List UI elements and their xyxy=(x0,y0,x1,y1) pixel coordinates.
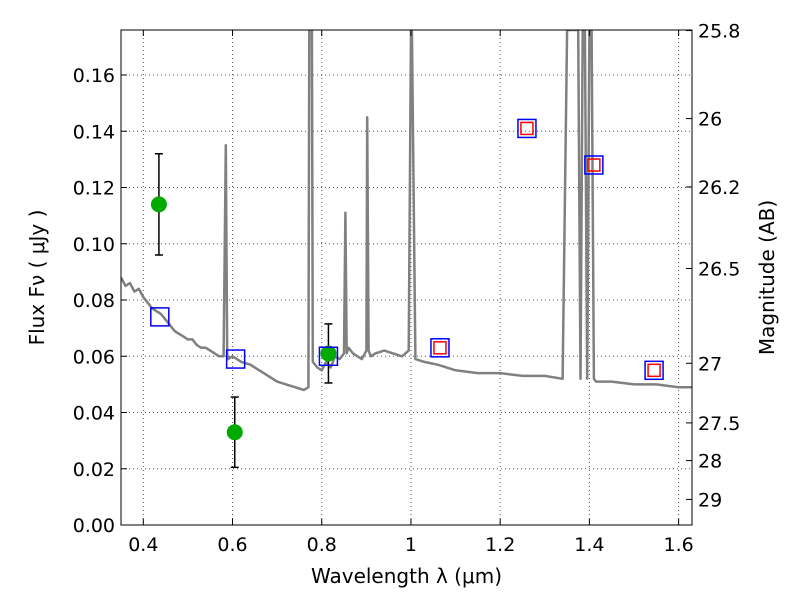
model-flux-square-blue xyxy=(430,338,450,358)
model-flux-square-blue xyxy=(584,155,604,175)
x-tick-label: 1 xyxy=(405,534,417,556)
model-flux-square-red xyxy=(433,341,447,355)
right-tick-label: 27.5 xyxy=(698,413,740,435)
right-tick-label: 26.5 xyxy=(698,259,740,281)
y-axis-label-right: Magnitude (AB) xyxy=(755,200,779,355)
x-tick-label: 1.4 xyxy=(574,534,604,556)
x-tick-label: 0.4 xyxy=(128,534,158,556)
model-flux-square-red xyxy=(587,158,601,172)
observed-flux-point xyxy=(150,196,167,213)
right-tick-label: 27 xyxy=(698,353,722,375)
observed-flux-point xyxy=(226,424,243,441)
right-tick-label: 26 xyxy=(698,109,722,131)
axis-ticks: 0.4 0.6 0.8 1 1.2 1.4 1.6 0.00 0.02 0.04 0.06 0.08 0… xyxy=(73,21,741,556)
y-tick-label: 0.00 xyxy=(73,515,115,537)
y-tick-label: 0.04 xyxy=(73,403,115,425)
x-axis-label: Wavelength λ (μm) xyxy=(311,564,502,588)
model-flux-square-blue xyxy=(225,349,246,369)
y-tick-label: 0.06 xyxy=(73,346,115,368)
y-tick-label: 0.02 xyxy=(73,459,115,481)
model-flux-square-red xyxy=(520,121,534,136)
observed-flux-point xyxy=(320,345,337,362)
plot-area xyxy=(121,30,692,469)
right-tick-label: 25.8 xyxy=(698,21,740,43)
y-tick-label: 0.14 xyxy=(73,121,115,143)
right-tick-label: 26.2 xyxy=(698,177,740,199)
model-flux-square-blue xyxy=(517,118,537,139)
x-tick-label: 0.8 xyxy=(307,534,337,556)
plot-frame xyxy=(120,29,693,526)
model-flux-square-blue xyxy=(318,346,339,366)
model-flux-square-blue xyxy=(150,307,170,327)
x-tick-label: 0.6 xyxy=(217,534,247,556)
x-tick-label: 1.2 xyxy=(485,534,515,556)
y-tick-label: 0.10 xyxy=(73,234,115,256)
series-group xyxy=(121,30,692,469)
right-tick-label: 29 xyxy=(698,489,722,511)
y-axis-label: Flux Fν ( μJy ) xyxy=(25,210,49,346)
grid xyxy=(121,30,692,526)
y-tick-label: 0.12 xyxy=(73,178,115,200)
y-tick-label: 0.16 xyxy=(73,65,115,87)
model-flux-square-red xyxy=(647,363,661,378)
y-tick-label: 0.08 xyxy=(73,290,115,312)
x-tick-label: 1.6 xyxy=(664,534,694,556)
model-flux-square-blue xyxy=(644,360,664,381)
right-tick-label: 28 xyxy=(698,451,722,473)
